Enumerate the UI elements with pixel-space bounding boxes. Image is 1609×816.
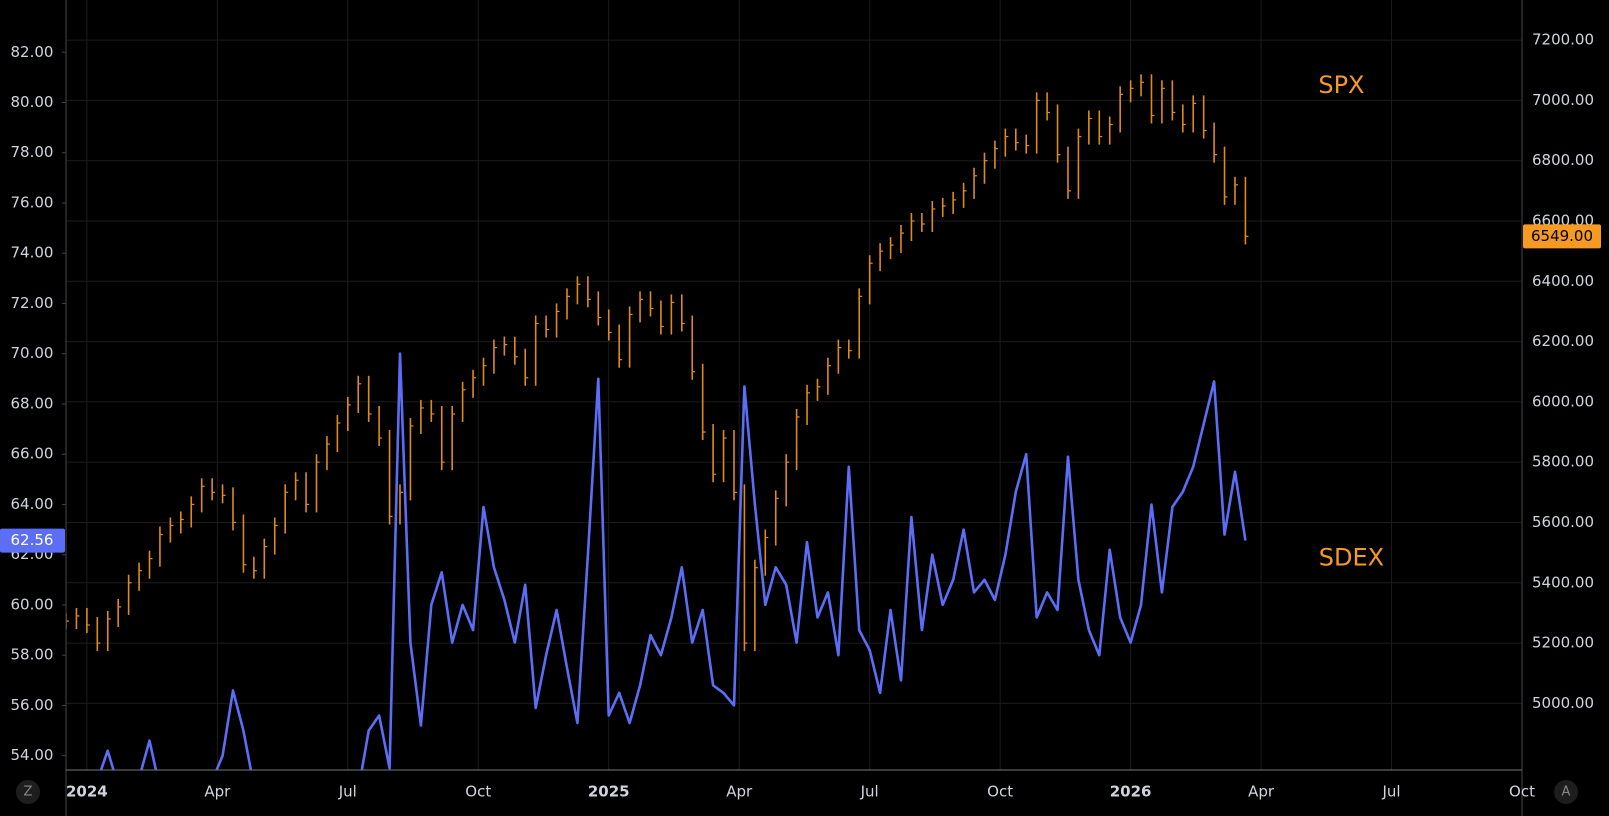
series-line <box>99 352 1247 770</box>
x-tick-label: 2025 <box>588 783 630 801</box>
y-tick-label: 76.00 <box>11 193 54 211</box>
y2-tick-label: 6000.00 <box>1532 392 1594 410</box>
x-tick-label: 2024 <box>66 783 108 801</box>
y-tick-label: 68.00 <box>11 394 54 412</box>
x-tick-label: Apr <box>1248 783 1275 801</box>
series-label: SDEX <box>1319 544 1384 572</box>
y2-tick-label: 5600.00 <box>1532 513 1594 531</box>
y2-tick-label: 5400.00 <box>1532 573 1594 591</box>
last-value-badge <box>1523 224 1601 249</box>
x-tick-label: Oct <box>1509 783 1535 801</box>
y-tick-label: 66.00 <box>11 445 54 463</box>
y2-tick-label: 5200.00 <box>1532 634 1594 652</box>
y-tick-label: 56.00 <box>11 696 54 714</box>
y2-tick-label: 5800.00 <box>1532 453 1594 471</box>
x-tick-label: Jul <box>1381 783 1400 801</box>
button-bg[interactable] <box>1554 780 1578 804</box>
y2-tick-label: 6200.00 <box>1532 332 1594 350</box>
y-tick-label: 64.00 <box>11 495 54 513</box>
x-tick-label: Apr <box>726 783 753 801</box>
x-tick-label: Jul <box>860 783 879 801</box>
y2-tick-label: 7000.00 <box>1532 91 1594 109</box>
axes: 2024 Apr Jul Oct 2025 Apr Jul Oct 2026 Apr Jul Oct 5… <box>11 31 1594 801</box>
y-tick-label: 80.00 <box>11 93 54 111</box>
x-tick-label: 2026 <box>1110 783 1152 801</box>
y2-tick-label: 6800.00 <box>1532 151 1594 169</box>
last-value-badge <box>0 528 65 553</box>
plot-area <box>66 74 1249 770</box>
y-tick-label: 60.00 <box>11 595 54 613</box>
last-value-label: 62.56 <box>11 531 54 549</box>
x-tick-label: Apr <box>204 783 231 801</box>
last-value-label: 6549.00 <box>1531 227 1593 245</box>
y-tick-label: 78.00 <box>11 143 54 161</box>
y-tick-label: 72.00 <box>11 294 54 312</box>
button[interactable]: A <box>1562 785 1571 800</box>
y-tick-label: 54.00 <box>11 746 54 764</box>
y2-tick-label: 6400.00 <box>1532 272 1594 290</box>
y2-tick-label: 5000.00 <box>1532 694 1594 712</box>
y-tick-label: 74.00 <box>11 244 54 262</box>
y2-tick-label: 7200.00 <box>1532 31 1594 49</box>
y-tick-label: 58.00 <box>11 646 54 664</box>
x-tick-label: Oct <box>465 783 491 801</box>
button-bg[interactable] <box>16 780 40 804</box>
y-tick-label: 82.00 <box>11 43 54 61</box>
y-tick-label: 70.00 <box>11 344 54 362</box>
x-tick-label: Oct <box>987 783 1013 801</box>
button[interactable]: Z <box>24 785 33 800</box>
x-tick-label: Jul <box>338 783 357 801</box>
series-label: SPX <box>1318 71 1364 99</box>
